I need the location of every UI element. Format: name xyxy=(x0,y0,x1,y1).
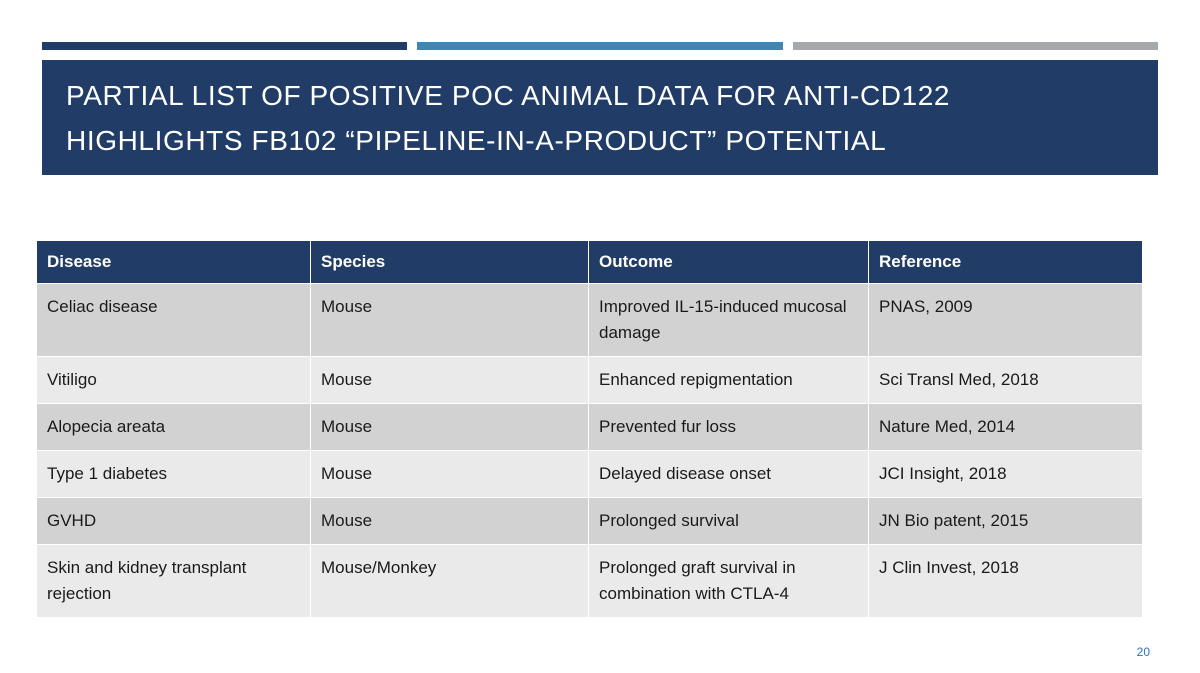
cell-species: Mouse xyxy=(310,283,589,357)
accent-bars xyxy=(42,42,1158,50)
cell-reference: Sci Transl Med, 2018 xyxy=(868,356,1143,404)
page-number: 20 xyxy=(1136,645,1150,659)
table-header-row: Disease Species Outcome Reference xyxy=(36,240,1143,284)
cell-reference: PNAS, 2009 xyxy=(868,283,1143,357)
cell-outcome: Prevented fur loss xyxy=(588,403,869,451)
cell-reference: J Clin Invest, 2018 xyxy=(868,544,1143,618)
cell-species: Mouse xyxy=(310,497,589,545)
table-row: GVHD Mouse Prolonged survival JN Bio pat… xyxy=(36,497,1143,545)
cell-species: Mouse xyxy=(310,450,589,498)
cell-disease: Skin and kidney transplant rejection xyxy=(36,544,311,618)
cell-species: Mouse xyxy=(310,403,589,451)
cell-disease: Vitiligo xyxy=(36,356,311,404)
column-header-disease: Disease xyxy=(36,240,311,284)
accent-bar-navy xyxy=(42,42,408,50)
cell-reference: Nature Med, 2014 xyxy=(868,403,1143,451)
cell-species: Mouse xyxy=(310,356,589,404)
poc-animal-data-table: Disease Species Outcome Reference Celiac… xyxy=(36,240,1143,618)
accent-bar-blue xyxy=(417,42,783,50)
cell-reference: JN Bio patent, 2015 xyxy=(868,497,1143,545)
cell-outcome: Prolonged survival xyxy=(588,497,869,545)
cell-outcome: Prolonged graft survival in combination … xyxy=(588,544,869,618)
cell-disease: GVHD xyxy=(36,497,311,545)
table-row: Alopecia areata Mouse Prevented fur loss… xyxy=(36,403,1143,451)
column-header-species: Species xyxy=(310,240,589,284)
table-row: Type 1 diabetes Mouse Delayed disease on… xyxy=(36,450,1143,498)
table-row: Vitiligo Mouse Enhanced repigmentation S… xyxy=(36,356,1143,404)
table-row: Celiac disease Mouse Improved IL-15-indu… xyxy=(36,283,1143,357)
cell-outcome: Enhanced repigmentation xyxy=(588,356,869,404)
column-header-outcome: Outcome xyxy=(588,240,869,284)
cell-outcome: Improved IL-15-induced mucosal damage xyxy=(588,283,869,357)
slide-title-line-1: PARTIAL LIST OF POSITIVE POC ANIMAL DATA… xyxy=(66,79,951,111)
table-row: Skin and kidney transplant rejection Mou… xyxy=(36,544,1143,618)
cell-disease: Alopecia areata xyxy=(36,403,311,451)
cell-disease: Type 1 diabetes xyxy=(36,450,311,498)
column-header-reference: Reference xyxy=(868,240,1143,284)
slide-title-line-2: HIGHLIGHTS FB102 “PIPELINE-IN-A-PRODUCT”… xyxy=(66,124,887,156)
cell-outcome: Delayed disease onset xyxy=(588,450,869,498)
title-banner: PARTIAL LIST OF POSITIVE POC ANIMAL DATA… xyxy=(42,60,1158,175)
cell-species: Mouse/Monkey xyxy=(310,544,589,618)
cell-reference: JCI Insight, 2018 xyxy=(868,450,1143,498)
cell-disease: Celiac disease xyxy=(36,283,311,357)
accent-bar-gray xyxy=(792,42,1158,50)
